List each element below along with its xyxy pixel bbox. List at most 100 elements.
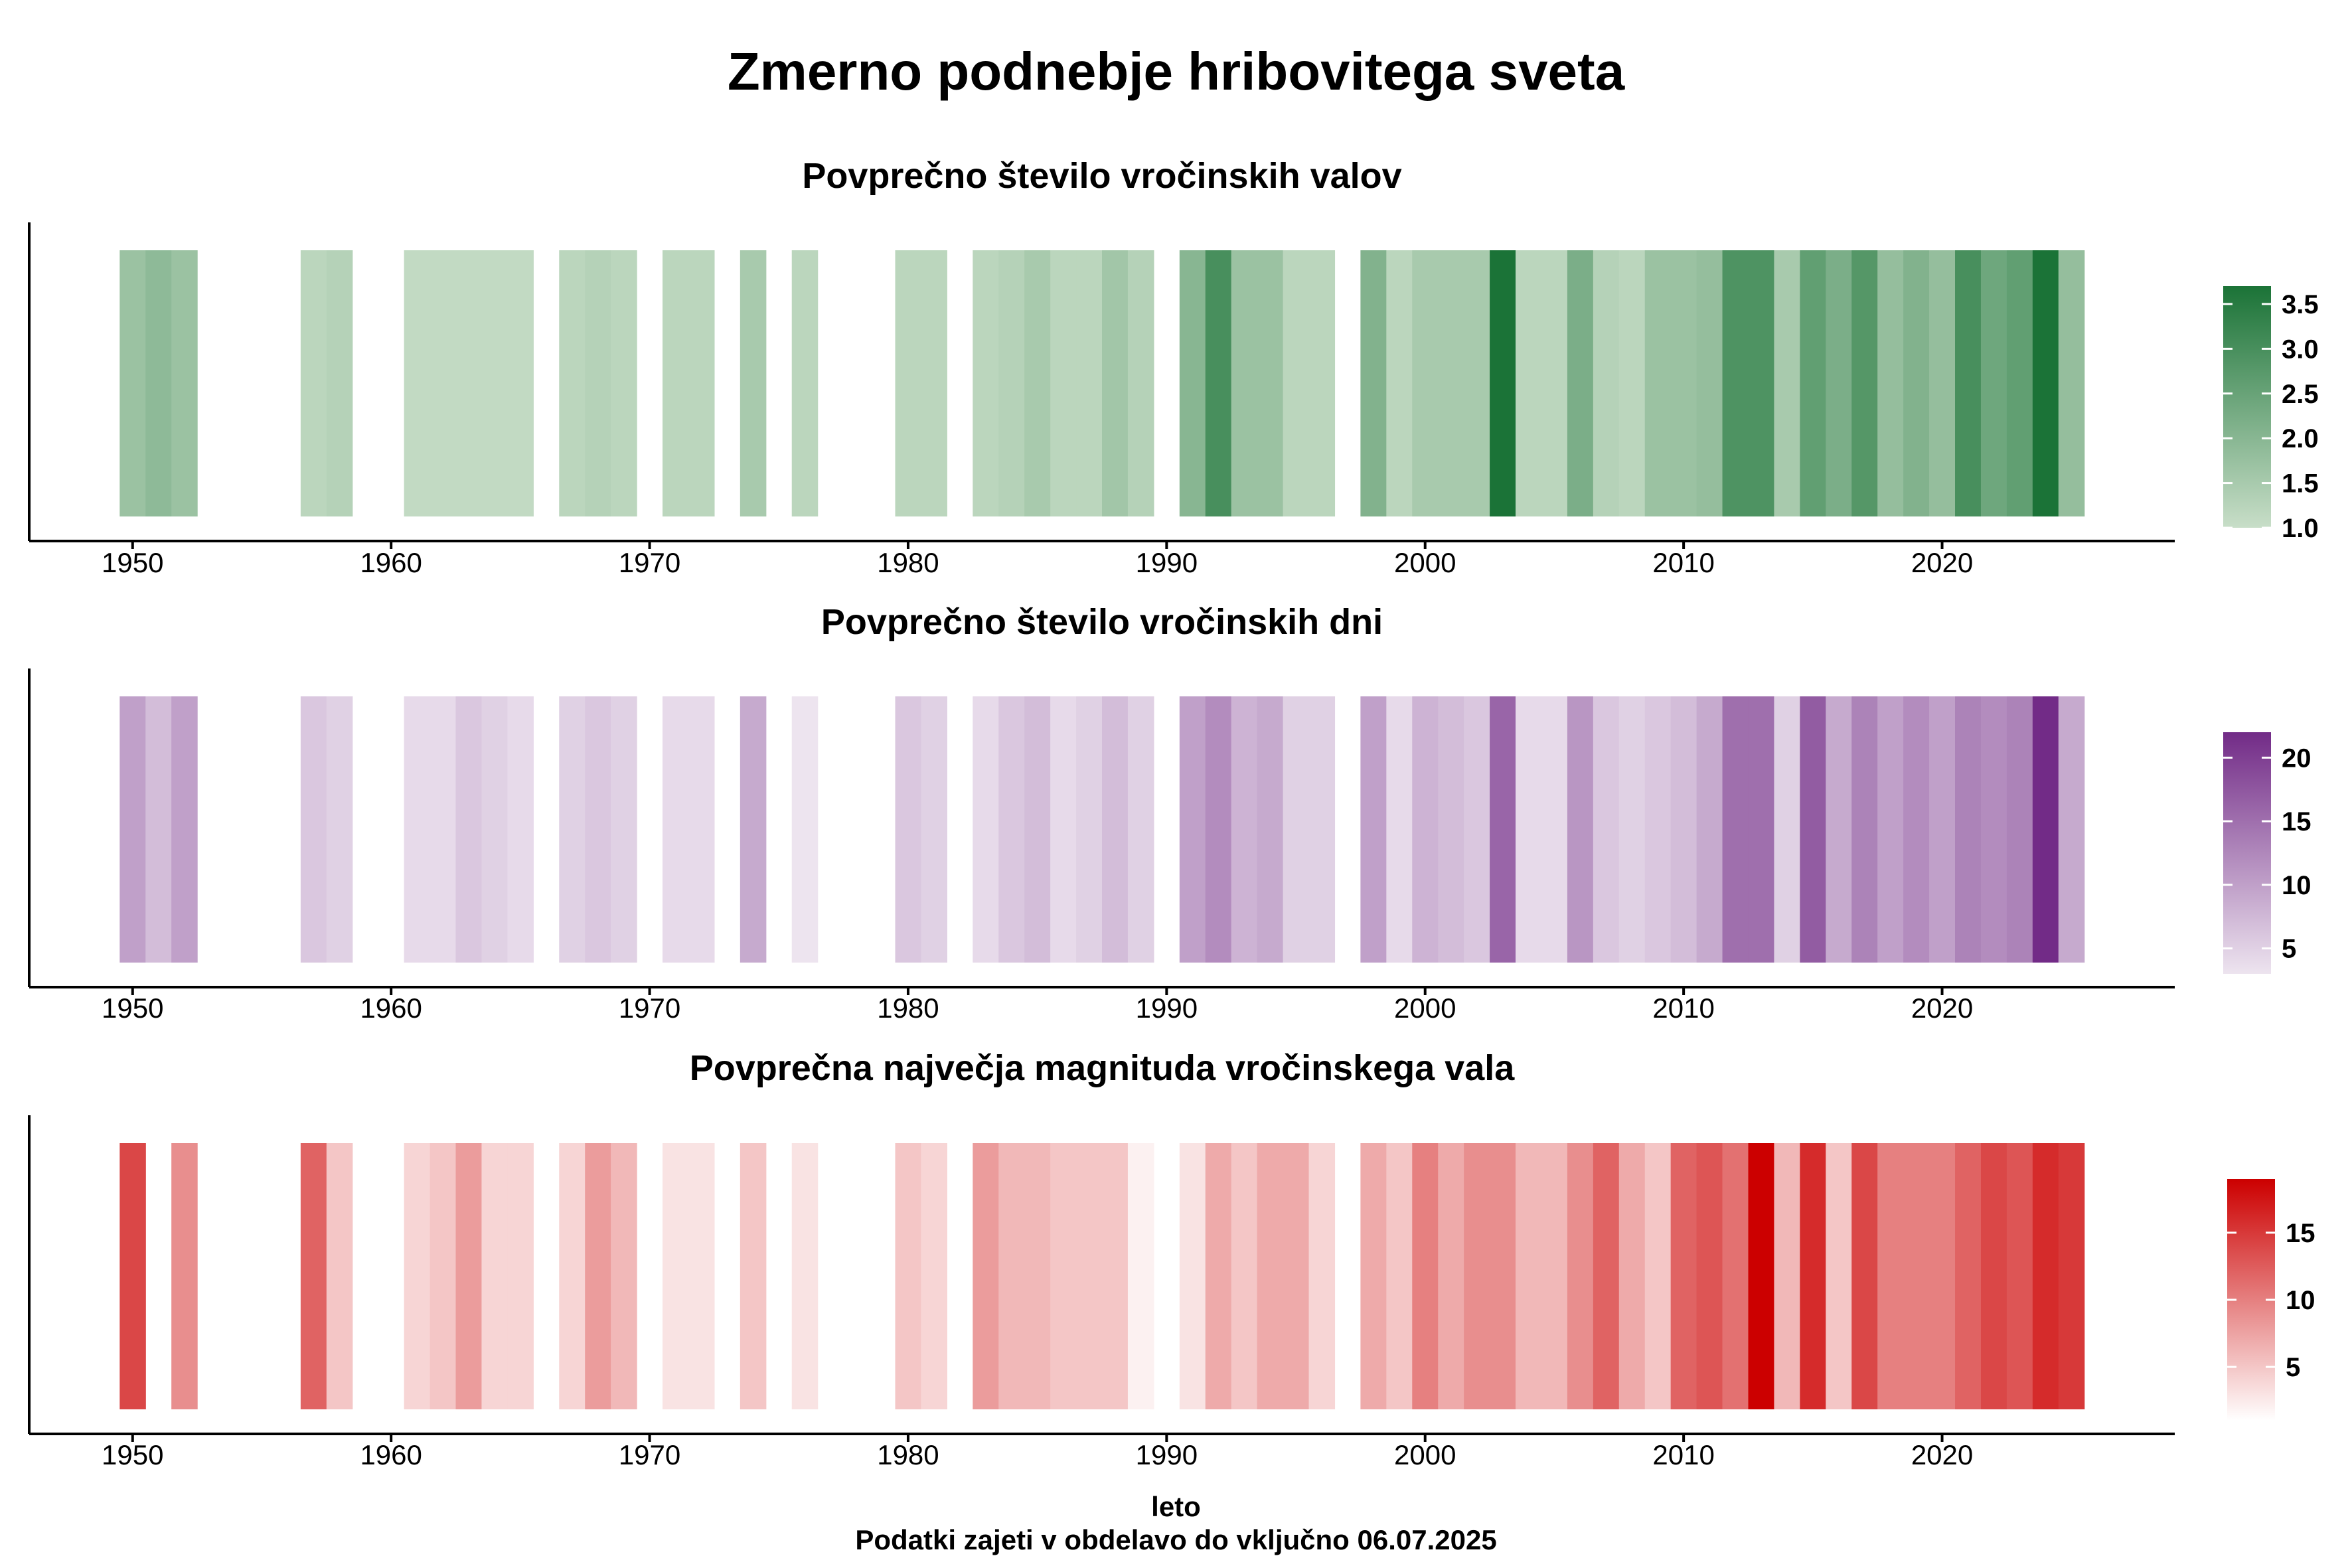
- year-tile: [1308, 250, 1336, 516]
- year-tile: [119, 696, 146, 963]
- x-tick-label: 2000: [1394, 992, 1456, 1024]
- year-tile: [1800, 696, 1826, 963]
- year-tile: [1980, 250, 2007, 516]
- legend-tick-label: 15: [2286, 1219, 2315, 1248]
- year-tile: [740, 696, 767, 963]
- year-tile: [507, 250, 534, 516]
- year-tile: [1127, 250, 1154, 516]
- year-tile: [455, 1143, 483, 1409]
- year-tile: [507, 1143, 534, 1409]
- year-tile: [1696, 1143, 1723, 1409]
- year-tile: [300, 250, 327, 516]
- year-tile: [171, 250, 198, 516]
- year-tile: [663, 696, 689, 963]
- year-tile: [326, 696, 353, 963]
- year-tile: [663, 1143, 689, 1409]
- legend-tick-label: 5: [2286, 1353, 2300, 1382]
- year-tile: [1024, 250, 1051, 516]
- year-tile: [1877, 696, 1904, 963]
- year-tile: [145, 696, 172, 963]
- year-tile: [326, 250, 353, 516]
- x-tick-label: 1960: [360, 992, 422, 1024]
- year-tile: [1050, 696, 1077, 963]
- year-tile: [1024, 696, 1051, 963]
- x-tick-label: 2000: [1394, 1439, 1456, 1470]
- legend-tick-label: 3.0: [2282, 335, 2319, 364]
- year-tile: [611, 1143, 637, 1409]
- year-tile: [171, 696, 198, 963]
- year-tile: [1644, 250, 1672, 516]
- year-tile: [1438, 250, 1464, 516]
- year-tile: [119, 250, 146, 516]
- year-tile: [1386, 1143, 1413, 1409]
- year-tile: [1696, 250, 1723, 516]
- x-tick-label: 2020: [1911, 1439, 1973, 1470]
- year-tile: [1541, 696, 1568, 963]
- year-tile: [430, 250, 457, 516]
- x-tick-label: 1960: [360, 547, 422, 578]
- year-tile: [1412, 696, 1439, 963]
- year-tile: [1567, 1143, 1594, 1409]
- year-tile: [895, 250, 922, 516]
- year-tile: [1179, 250, 1206, 516]
- year-tile: [1283, 250, 1310, 516]
- year-tile: [1774, 1143, 1800, 1409]
- year-tile: [1231, 250, 1258, 516]
- year-tile: [1179, 696, 1206, 963]
- x-tick-label: 2010: [1652, 992, 1714, 1024]
- x-tick-label: 1970: [619, 1439, 680, 1470]
- year-tile: [1748, 696, 1775, 963]
- year-tile: [973, 696, 999, 963]
- year-tile: [2032, 250, 2059, 516]
- year-tile: [1722, 696, 1749, 963]
- year-tile: [1980, 696, 2007, 963]
- year-tile: [2006, 1143, 2033, 1409]
- year-tile: [1903, 250, 1930, 516]
- year-tile: [1205, 1143, 1232, 1409]
- year-tile: [2006, 250, 2033, 516]
- year-tile: [740, 250, 767, 516]
- x-tick-label: 1990: [1136, 1439, 1198, 1470]
- year-tile: [1102, 1143, 1129, 1409]
- year-tile: [791, 250, 819, 516]
- year-tile: [1076, 1143, 1103, 1409]
- year-tile: [1516, 250, 1542, 516]
- year-tile: [1127, 696, 1154, 963]
- year-tile: [791, 696, 819, 963]
- year-tile: [585, 250, 611, 516]
- year-tile: [1593, 1143, 1620, 1409]
- year-tile: [1464, 696, 1490, 963]
- year-tile: [559, 250, 586, 516]
- x-tick-label: 1980: [877, 992, 939, 1024]
- year-tile: [430, 696, 457, 963]
- year-tile: [1257, 696, 1284, 963]
- year-tile: [1593, 250, 1620, 516]
- year-tile: [300, 696, 327, 963]
- year-tile: [1231, 696, 1258, 963]
- year-tile: [1748, 1143, 1775, 1409]
- legend-tick-label: 3.5: [2282, 290, 2319, 319]
- year-tile: [145, 250, 172, 516]
- year-tile: [1644, 696, 1672, 963]
- year-tile: [1386, 250, 1413, 516]
- year-tile: [998, 1143, 1025, 1409]
- year-tile: [1774, 696, 1800, 963]
- year-tile: [1050, 250, 1077, 516]
- year-tile: [998, 250, 1025, 516]
- year-tile: [1800, 250, 1826, 516]
- year-tile: [1464, 1143, 1490, 1409]
- year-tile: [1826, 250, 1852, 516]
- year-tile: [1257, 250, 1284, 516]
- year-tile: [2058, 696, 2085, 963]
- year-tile: [1618, 250, 1646, 516]
- year-tile: [998, 696, 1025, 963]
- year-tile: [1722, 250, 1749, 516]
- year-tile: [1877, 250, 1904, 516]
- year-tile: [119, 1143, 146, 1409]
- year-tile: [1567, 250, 1594, 516]
- year-tile: [1955, 250, 1982, 516]
- year-tile: [1360, 1143, 1387, 1409]
- year-tile: [404, 250, 431, 516]
- year-tile: [2058, 250, 2085, 516]
- year-tile: [1851, 696, 1878, 963]
